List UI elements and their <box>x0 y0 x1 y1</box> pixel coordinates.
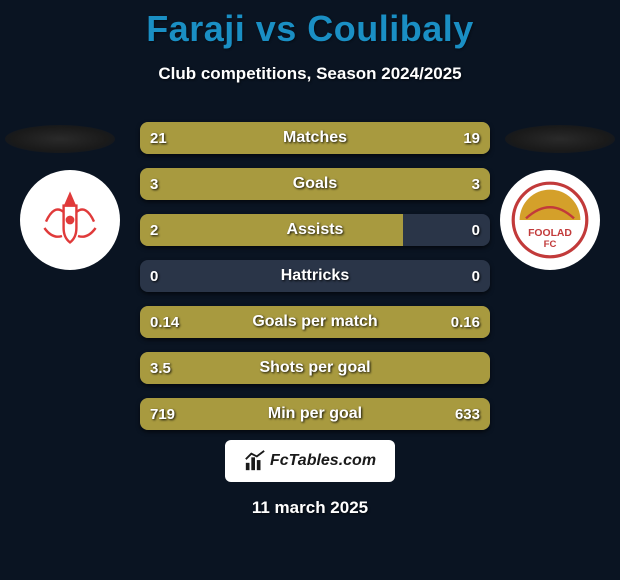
stat-row: 3.5Shots per goal <box>140 352 490 384</box>
club-crest-left-icon <box>30 180 110 260</box>
comparison-title: Faraji vs Coulibaly <box>0 0 620 50</box>
stat-row: 0.140.16Goals per match <box>140 306 490 338</box>
branding-badge: FcTables.com <box>225 440 395 482</box>
stat-row: 33Goals <box>140 168 490 200</box>
stat-bar-left <box>140 122 324 154</box>
club-badge-left <box>20 170 120 270</box>
stat-bar-right <box>303 306 490 338</box>
stat-bar-left <box>140 306 303 338</box>
stat-bar-bg <box>140 260 490 292</box>
club-crest-right-icon: FOOLAD FC <box>510 180 590 260</box>
club-badge-right: FOOLAD FC <box>500 170 600 270</box>
comparison-subtitle: Club competitions, Season 2024/2025 <box>0 64 620 84</box>
player-shadow-left <box>5 125 115 153</box>
branding-text: FcTables.com <box>270 452 376 470</box>
stat-bar-left <box>140 214 403 246</box>
stat-row: 00Hattricks <box>140 260 490 292</box>
stat-bar-left <box>140 168 315 200</box>
stat-bar-right <box>326 398 490 430</box>
stat-row: 20Assists <box>140 214 490 246</box>
stat-row: 2119Matches <box>140 122 490 154</box>
stats-bars: 2119Matches 33Goals 20Assists 00Hattricks 0.… <box>140 122 490 444</box>
stat-bar-left <box>140 352 490 384</box>
chart-bars-icon <box>244 450 266 472</box>
snapshot-date: 11 march 2025 <box>0 498 620 518</box>
stat-bar-right <box>324 122 490 154</box>
stat-row: 719633Min per goal <box>140 398 490 430</box>
svg-text:FC: FC <box>544 239 557 250</box>
svg-text:FOOLAD: FOOLAD <box>528 228 572 239</box>
stat-bar-left <box>140 398 326 430</box>
stat-bar-right <box>315 168 490 200</box>
player-shadow-right <box>505 125 615 153</box>
